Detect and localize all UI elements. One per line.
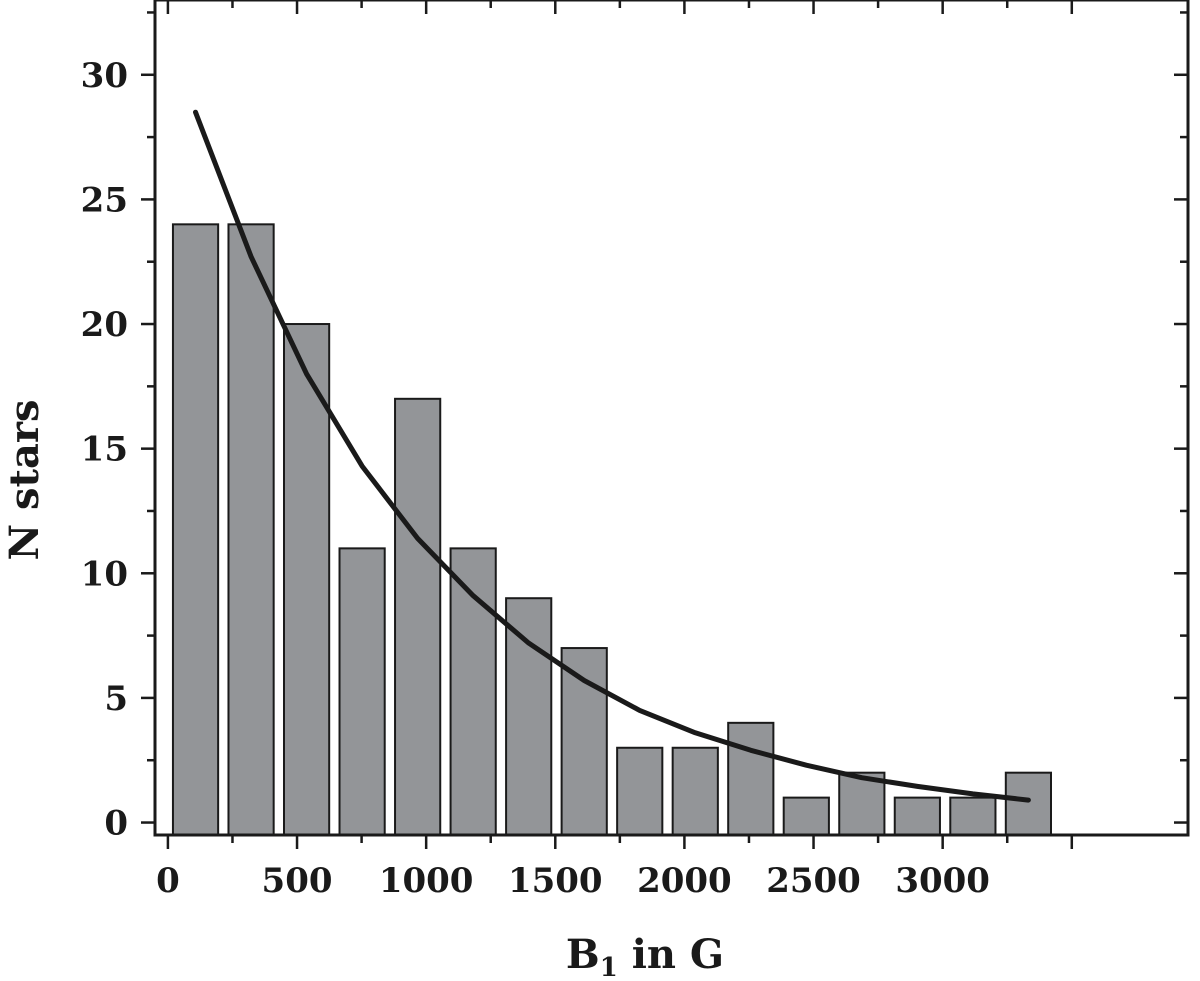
bar-8 [560,647,608,836]
x-tick-label: 2500 [766,861,861,901]
x-tick-label: 1500 [508,861,603,901]
bar-11 [727,721,775,836]
x-tick-label: 500 [262,861,333,901]
bar-2 [227,223,275,836]
x-axis-label: B1 in G [566,931,724,981]
x-axis-label-rest: in G [618,931,724,978]
bar-6 [449,547,497,836]
y-tick-label: 30 [81,56,128,96]
y-tick-label: 25 [81,180,128,220]
fit-curve [193,109,1031,803]
bar-7 [505,597,553,837]
y-tick-label: 5 [104,679,128,719]
bar-5 [394,397,442,836]
x-axis-label-main: B [566,931,600,978]
y-tick-label: 10 [81,554,128,594]
bar-10 [671,746,719,836]
y-tick-label: 15 [81,430,128,470]
x-tick-label: 1000 [379,861,474,901]
bar-15 [949,796,997,836]
bar-9 [616,746,664,836]
plot-frame [153,0,1190,837]
y-tick-label: 20 [81,305,128,345]
x-tick-label: 0 [156,861,180,901]
tick-labels-group: 0 500 1000 1500 2000 2500 3000 0 5 10 15 20 25 30 [81,56,990,901]
bar-14 [893,796,941,836]
bar-4 [338,547,386,836]
y-tick-label: 0 [104,804,128,844]
bar-1 [171,223,220,836]
bars-group [171,223,1052,837]
ticks-group [141,0,1188,849]
y-axis-label: N stars [1,400,48,561]
bar-12 [782,796,830,836]
bar-3 [282,323,331,836]
x-tick-label: 3000 [895,861,990,901]
x-axis-label-subscript: 1 [600,953,618,981]
x-tick-label: 2000 [637,861,732,901]
bar-16 [1004,771,1052,837]
